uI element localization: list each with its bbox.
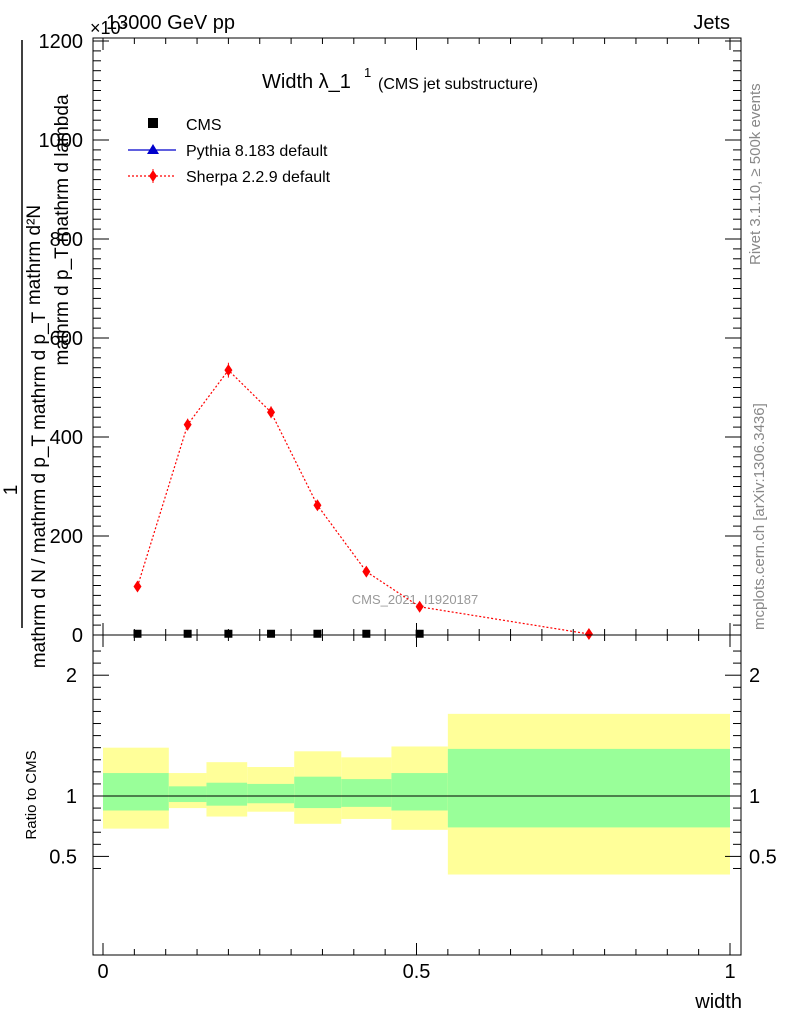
- ratio-axis-ticks: [93, 635, 741, 955]
- main-y-tick-label: 600: [50, 328, 83, 350]
- rivet-version-label: Rivet 3.1.10, ≥ 500k events: [747, 83, 764, 265]
- sherpa-point: [584, 628, 593, 641]
- sherpa-point: [362, 565, 371, 578]
- y-exponent-label: ×10³: [90, 18, 127, 38]
- main-y-axis-label: mathrm d²N mathrm d p_T mathrm d lambda …: [1, 40, 73, 668]
- main-y-tick-labels: 0 200 400 600 800 1000 1200: [39, 31, 84, 647]
- header-energy-label: 13000 GeV pp: [106, 12, 235, 34]
- ratio-band-inner: [206, 782, 248, 806]
- ratio-y-axis-label: Ratio to CMS: [23, 750, 40, 839]
- legend-pythia-label: Pythia 8.183 default: [186, 143, 328, 160]
- main-y-tick-label: 1200: [39, 31, 84, 53]
- cms-point: [313, 629, 322, 638]
- legend-sherpa-marker: [149, 170, 157, 182]
- x-tick-label: 1: [724, 961, 735, 983]
- main-y-tick-label: 1000: [39, 130, 84, 152]
- ratio-band-inner: [341, 779, 392, 807]
- x-tick-label: 0: [97, 961, 108, 983]
- cms-point: [183, 629, 192, 638]
- title-superscript: 1: [364, 65, 371, 80]
- ylabel-top-denominator: mathrm d p_T mathrm d lambda: [52, 94, 73, 365]
- legend-pythia-marker: [147, 144, 159, 154]
- ratio-band-inner: [247, 783, 295, 804]
- main-data-layer: [133, 362, 593, 641]
- ratio-band-inner: [168, 786, 207, 803]
- legend-cms-label: CMS: [186, 117, 222, 134]
- cms-point: [415, 629, 424, 638]
- sherpa-point: [267, 406, 276, 419]
- cms-point: [267, 629, 276, 638]
- ratio-y-tick-label-right: 2: [749, 665, 760, 687]
- ratio-band-inner: [103, 773, 169, 811]
- ylabel-one: 1: [1, 485, 22, 496]
- ylabel-top-numerator: mathrm d²N: [24, 205, 45, 305]
- ratio-band-inner: [447, 748, 730, 828]
- main-title: Width λ_1 1 (CMS jet substructure): [262, 65, 538, 93]
- x-axis-label: width: [694, 991, 742, 1013]
- sherpa-point: [415, 600, 424, 613]
- x-tick-labels: 0 0.5 1: [97, 961, 735, 983]
- cms-point: [224, 629, 233, 638]
- ratio-y-tick-label-left: 0.5: [49, 846, 77, 868]
- sherpa-line: [136, 369, 590, 635]
- ratio-y-tick-label-right: 0.5: [749, 846, 777, 868]
- ratio-y-tick-label-left: 1: [66, 786, 77, 808]
- sherpa-point: [133, 580, 142, 593]
- title-text: Width λ_1: [262, 71, 351, 93]
- title-subtitle: (CMS jet substructure): [378, 76, 538, 93]
- mcplots-credit-label: mcplots.cern.ch [arXiv:1306.3436]: [751, 403, 768, 630]
- legend: CMS Pythia 8.183 default Sherpa 2.2.9 de…: [128, 117, 331, 186]
- ratio-band-inner: [294, 776, 342, 809]
- ratio-y-tick-label-right: 1: [749, 786, 760, 808]
- main-y-tick-label: 200: [50, 526, 83, 548]
- analysis-watermark: CMS_2021_I1920187: [352, 592, 479, 607]
- main-y-tick-label: 0: [72, 625, 83, 647]
- sherpa-point: [313, 499, 322, 512]
- ylabel-bottom: mathrm d N / mathrm d p_T mathrm d p_T: [29, 311, 50, 668]
- ratio-bands: [103, 713, 730, 875]
- x-tick-label: 0.5: [403, 961, 431, 983]
- header-jets-label: Jets: [693, 12, 730, 34]
- cms-point: [362, 629, 371, 638]
- sherpa-point: [224, 364, 233, 377]
- cms-point: [133, 629, 142, 638]
- main-y-tick-label: 800: [50, 229, 83, 251]
- ratio-y-tick-labels: 0.5 0.5 1 1 2 2: [49, 665, 777, 868]
- legend-cms-marker: [148, 118, 158, 128]
- main-y-tick-label: 400: [50, 427, 83, 449]
- sherpa-point: [183, 418, 192, 431]
- legend-sherpa-label: Sherpa 2.2.9 default: [186, 169, 331, 186]
- ratio-y-tick-label-left: 2: [66, 665, 77, 687]
- ratio-band-inner: [391, 773, 448, 811]
